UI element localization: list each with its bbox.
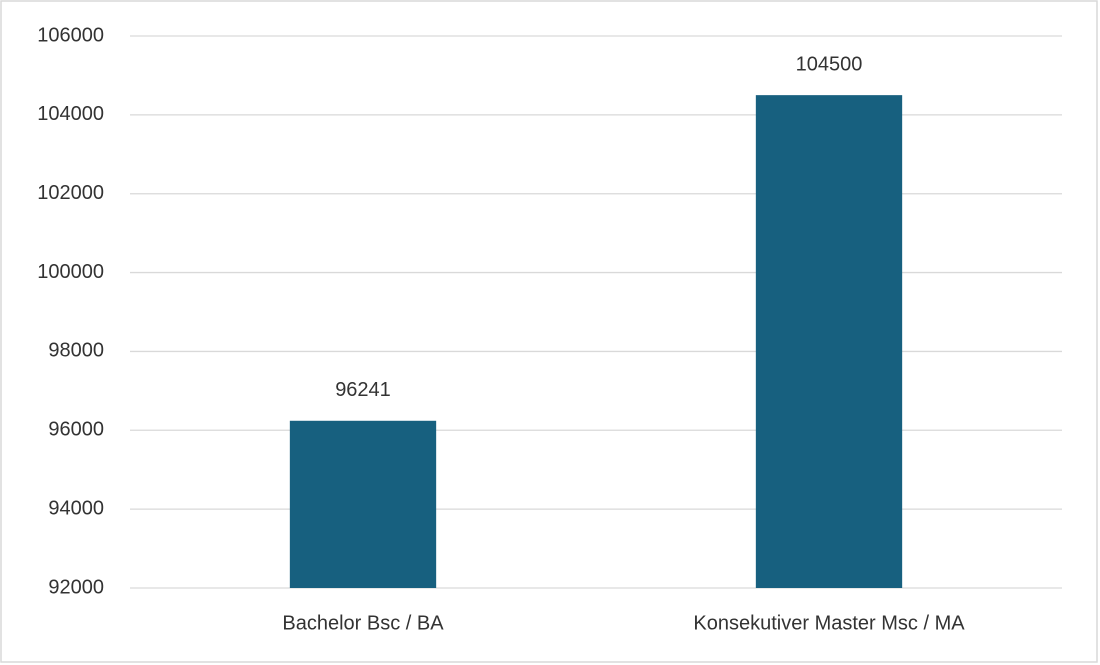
y-tick-label: 94000 bbox=[48, 497, 104, 519]
data-label: 104500 bbox=[796, 53, 863, 75]
x-tick-label: Bachelor Bsc / BA bbox=[282, 612, 444, 634]
y-tick-label: 98000 bbox=[48, 340, 104, 362]
y-tick-label: 104000 bbox=[37, 103, 104, 125]
x-tick-label: Konsekutiver Master Msc / MA bbox=[693, 612, 965, 634]
y-tick-label: 100000 bbox=[37, 261, 104, 283]
bar bbox=[755, 95, 903, 589]
y-tick-label: 96000 bbox=[48, 419, 104, 441]
bar bbox=[289, 420, 437, 588]
y-tick-label: 92000 bbox=[48, 576, 104, 598]
y-tick-label: 106000 bbox=[37, 24, 104, 46]
y-tick-label: 102000 bbox=[37, 182, 104, 204]
data-label: 96241 bbox=[335, 379, 391, 401]
